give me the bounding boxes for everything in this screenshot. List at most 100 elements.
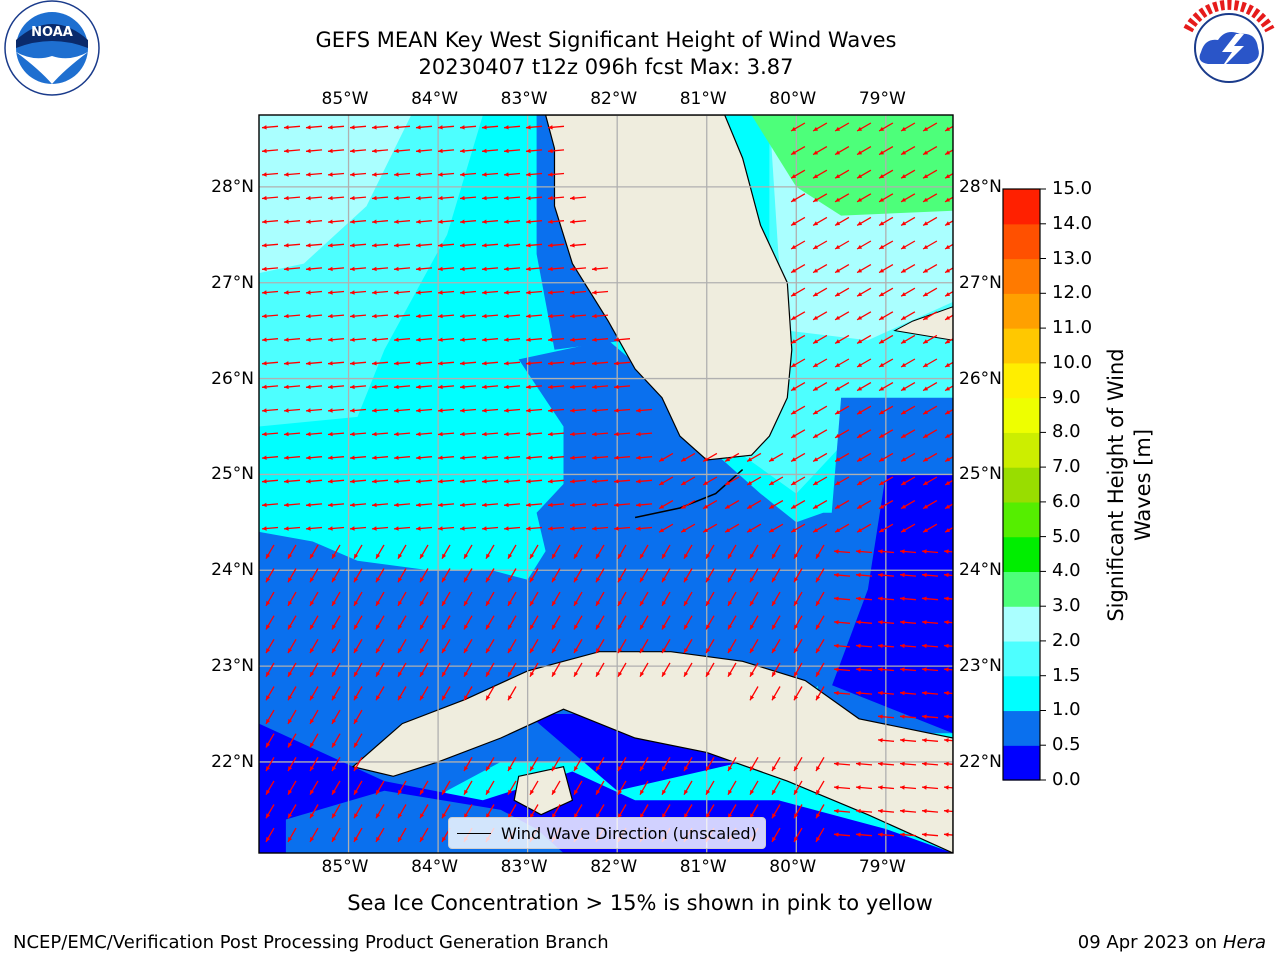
wave-arrow-head — [856, 761, 861, 767]
wave-arrow-head — [464, 648, 469, 654]
wave-arrow-head — [618, 789, 623, 795]
wave-arrow-head — [288, 600, 293, 606]
wave-arrow — [790, 429, 806, 439]
wave-arrow — [922, 476, 938, 486]
wave-arrow-head — [592, 526, 597, 531]
wave-arrow-head — [636, 455, 641, 460]
wave-arrow — [309, 733, 319, 748]
wave-arrow — [419, 804, 429, 819]
wave-arrow-head — [835, 268, 841, 273]
wave-arrow — [459, 313, 477, 319]
colorbar-segment — [1003, 293, 1040, 329]
wave-arrow-head — [372, 172, 377, 177]
wave-arrow — [327, 219, 345, 224]
wave-arrow-head — [354, 553, 359, 559]
wave-arrow — [683, 780, 693, 796]
wave-arrow — [309, 709, 319, 725]
wave-arrow-head — [879, 410, 885, 415]
lon-tick-label: 84°W — [411, 857, 459, 877]
wave-arrow — [547, 479, 565, 484]
wave-arrow — [353, 544, 363, 560]
wave-arrow — [595, 568, 605, 583]
wave-arrow — [856, 405, 872, 415]
wave-arrow-head — [442, 648, 447, 654]
wave-arrow-head — [266, 718, 271, 724]
wave-arrow-head — [879, 150, 885, 155]
lat-tick-label: 27°N — [211, 272, 254, 293]
wave-arrow-head — [460, 361, 465, 366]
wave-arrow-head — [835, 386, 841, 391]
wave-arrow — [812, 429, 828, 439]
wave-arrow — [746, 476, 762, 486]
wave-arrow — [658, 523, 674, 533]
wave-arrow-head — [310, 742, 315, 748]
wave-arrow — [459, 148, 477, 154]
lon-tick-label: 85°W — [321, 857, 369, 877]
wave-arrow-head — [306, 431, 311, 437]
wave-arrow-head — [394, 243, 399, 248]
wave-arrow-head — [596, 600, 601, 606]
wave-arrow — [815, 686, 825, 701]
wave-arrow-head — [901, 433, 907, 438]
wave-arrow-head — [945, 315, 951, 320]
wave-arrow — [573, 615, 583, 630]
wave-arrow-head — [504, 195, 509, 201]
wave-arrow — [419, 638, 429, 654]
wave-arrow-head — [486, 695, 491, 701]
wave-arrow-head — [834, 596, 839, 601]
wave-arrow — [283, 408, 301, 413]
wave-arrow-head — [354, 577, 359, 583]
wave-arrow-head — [835, 221, 841, 226]
wave-arrow — [727, 780, 737, 796]
wave-arrow — [617, 544, 627, 560]
wave-arrow — [877, 808, 895, 814]
colorbar-segment — [1003, 571, 1040, 607]
wave-band-0-0.5-east — [832, 474, 953, 734]
wave-arrow-head — [504, 337, 509, 342]
wave-arrow-head — [570, 337, 575, 342]
wave-arrow — [899, 620, 917, 625]
wave-arrow-head — [944, 808, 949, 814]
wave-arrow-head — [901, 528, 907, 533]
wave-arrow — [900, 429, 916, 439]
wave-arrow — [855, 690, 873, 696]
wave-arrow — [503, 172, 521, 177]
wave-arrow — [569, 455, 587, 460]
colorbar-segment — [1003, 432, 1040, 468]
wave-arrow-head — [592, 431, 597, 437]
wave-arrow-head — [548, 408, 553, 413]
wave-arrow-head — [816, 789, 821, 795]
wave-arrow-head — [266, 789, 271, 795]
wave-arrow — [353, 568, 363, 583]
wave-arrow — [397, 662, 407, 678]
wave-arrow — [591, 408, 609, 413]
wave-arrow-head — [372, 384, 377, 390]
wave-arrow — [331, 780, 341, 796]
wave-arrow — [790, 311, 806, 321]
wave-arrow-head — [438, 384, 443, 390]
wave-arrow — [877, 690, 895, 696]
wave-arrow-head — [310, 671, 315, 677]
wave-arrow-head — [438, 125, 443, 130]
wave-arrow-head — [460, 172, 465, 177]
wave-arrow-head — [328, 266, 333, 272]
wave-arrow — [309, 756, 319, 772]
wave-arrow-head — [725, 480, 731, 485]
wave-arrow-head — [284, 266, 289, 272]
wave-arrow — [437, 502, 455, 508]
wave-arrow-head — [791, 268, 797, 273]
wave-arrow — [415, 361, 433, 366]
wave-arrow-head — [306, 266, 311, 272]
wave-arrow — [899, 785, 917, 790]
wave-arrow — [878, 311, 894, 321]
wave-arrow-head — [328, 290, 333, 295]
wave-arrow — [547, 243, 565, 248]
wave-arrow-head — [816, 624, 821, 630]
wave-arrow — [349, 125, 367, 130]
wave-arrow — [899, 667, 917, 672]
wave-arrow-head — [332, 695, 337, 701]
lat-tick-label: 24°N — [211, 560, 254, 581]
wave-arrow — [815, 591, 825, 607]
wave-arrow — [639, 780, 649, 796]
wave-arrow — [397, 591, 407, 607]
